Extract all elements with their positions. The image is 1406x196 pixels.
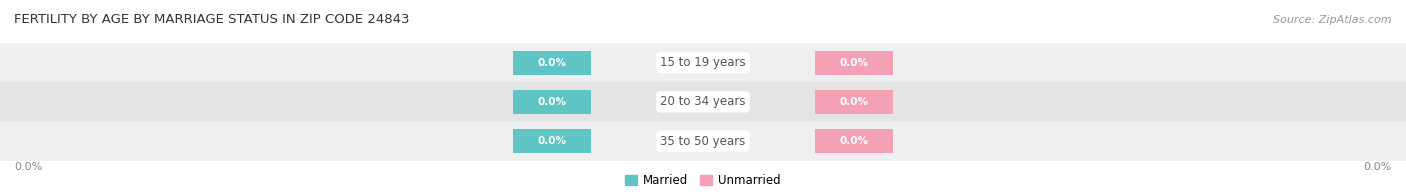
Legend: Married, Unmarried: Married, Unmarried	[620, 169, 786, 191]
Text: 0.0%: 0.0%	[14, 162, 42, 172]
Text: 35 to 50 years: 35 to 50 years	[661, 135, 745, 148]
Text: Source: ZipAtlas.com: Source: ZipAtlas.com	[1274, 15, 1392, 25]
Text: 15 to 19 years: 15 to 19 years	[661, 56, 745, 69]
Bar	[815, 51, 893, 75]
Text: 0.0%: 0.0%	[1364, 162, 1392, 172]
Text: 0.0%: 0.0%	[839, 97, 869, 107]
Text: 0.0%: 0.0%	[537, 58, 567, 68]
Bar	[513, 90, 591, 114]
Bar	[815, 129, 893, 153]
Text: 0.0%: 0.0%	[537, 97, 567, 107]
Text: 20 to 34 years: 20 to 34 years	[661, 95, 745, 108]
Bar	[513, 129, 591, 153]
Text: FERTILITY BY AGE BY MARRIAGE STATUS IN ZIP CODE 24843: FERTILITY BY AGE BY MARRIAGE STATUS IN Z…	[14, 13, 409, 26]
Text: 0.0%: 0.0%	[839, 136, 869, 146]
Bar	[815, 90, 893, 114]
Bar	[513, 51, 591, 75]
Text: 0.0%: 0.0%	[839, 58, 869, 68]
Text: 0.0%: 0.0%	[537, 136, 567, 146]
Bar	[0, 43, 1406, 82]
Bar	[0, 122, 1406, 161]
Bar	[0, 82, 1406, 122]
